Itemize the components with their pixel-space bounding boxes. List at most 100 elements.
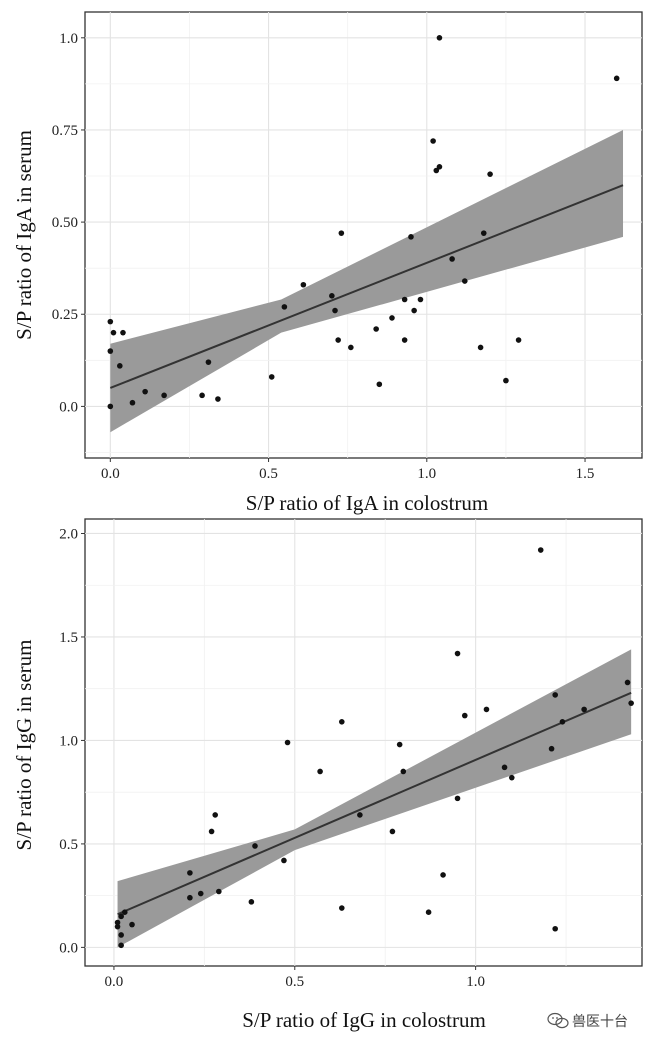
igg-data-point [508, 774, 515, 781]
igg-data-point [121, 909, 128, 915]
iga-data-point [503, 377, 509, 384]
igg-data-point [114, 923, 121, 930]
igg-data-point [440, 872, 446, 878]
iga-data-point [338, 230, 345, 236]
iga-data-point [142, 388, 148, 395]
igg-data-point [118, 913, 124, 920]
iga-data-point [461, 278, 468, 284]
iga-data-point [408, 234, 414, 240]
watermark-text: 兽医十台 [572, 1014, 628, 1030]
igg-data-point [357, 812, 363, 818]
igg-y-axis-title: S/P ratio of IgG in serum [12, 640, 36, 851]
iga-y-tick-label: 0.50 [52, 215, 78, 231]
iga-data-point [120, 329, 126, 336]
igg-data-point [537, 547, 544, 553]
igg-points [114, 547, 634, 949]
iga-data-point [332, 307, 338, 314]
igg-data-point [400, 768, 407, 775]
igg-data-point [559, 719, 566, 725]
watermark: 兽医十台 [547, 1012, 628, 1030]
igg-data-point [624, 679, 631, 686]
iga-x-tick-label: 0.0 [101, 466, 120, 482]
iga-data-point [300, 281, 307, 288]
iga-y-axis-title: S/P ratio of IgA in serum [12, 130, 36, 340]
igg-data-point [454, 650, 461, 657]
igg-y-tick-label: 2.0 [59, 526, 78, 542]
igg-x-tick-label: 0.5 [285, 974, 304, 990]
igg-data-point [208, 828, 215, 835]
iga-data-point [436, 164, 443, 170]
igg-data-point [396, 741, 403, 748]
iga-data-point [430, 138, 436, 144]
igg-data-point [628, 700, 634, 706]
iga-y-tick-label: 0.75 [52, 123, 78, 139]
iga-data-point [161, 392, 167, 399]
igg-data-point [284, 739, 291, 746]
igg-data-point [389, 828, 396, 835]
iga-data-point [329, 293, 335, 299]
igg-data-point [552, 925, 558, 932]
igg-regression-line [117, 691, 632, 916]
iga-data-point [281, 304, 288, 310]
iga-chart: 0.0 0.5 1.0 1.5 0.0 0.25 0.50 0.75 1.0 S/P ratio… [12, 11, 643, 515]
igg-data-point [483, 706, 490, 713]
igg-x-tick-label: 0.0 [105, 974, 124, 990]
igg-data-point [118, 932, 124, 938]
igg-data-point [187, 894, 193, 901]
iga-x-axis-title: S/P ratio of IgA in colostrum [246, 491, 488, 515]
iga-data-point [215, 396, 221, 402]
iga-data-point [129, 399, 136, 406]
igg-data-point [118, 942, 124, 949]
iga-y-tick-label: 1.0 [59, 31, 78, 47]
iga-confidence-band [110, 129, 624, 433]
iga-points [107, 35, 620, 410]
igg-data-point [248, 899, 255, 905]
iga-data-point [376, 381, 383, 388]
igg-data-point [548, 745, 555, 752]
iga-data-point [417, 296, 424, 303]
iga-data-point [107, 348, 114, 354]
iga-data-point [389, 315, 395, 321]
iga-data-point [205, 359, 212, 365]
igg-data-point [216, 888, 222, 895]
igg-y-tick-label: 1.5 [59, 630, 78, 646]
iga-data-point [117, 363, 123, 369]
iga-data-point [199, 392, 205, 399]
iga-x-tick-label: 1.5 [576, 466, 595, 482]
iga-x-tick-label: 0.5 [259, 466, 278, 482]
igg-data-point [197, 890, 204, 897]
iga-data-point [335, 337, 341, 343]
iga-data-point [268, 374, 275, 380]
igg-y-tick-label: 0.5 [59, 837, 78, 853]
iga-data-point [373, 326, 379, 332]
iga-data-point [411, 307, 417, 314]
igg-data-point [454, 795, 461, 802]
igg-data-point [281, 857, 287, 864]
iga-data-point [477, 344, 484, 351]
iga-data-point [107, 403, 114, 410]
iga-y-tick-label: 0.0 [59, 399, 78, 415]
igg-x-axis-title: S/P ratio of IgG in colostrum [242, 1008, 486, 1032]
iga-data-point [613, 75, 620, 82]
igg-data-point [317, 768, 323, 775]
igg-x-tick-label: 1.0 [466, 974, 485, 990]
igg-data-point [338, 719, 345, 725]
iga-data-point [515, 337, 522, 343]
iga-data-point [401, 337, 408, 343]
iga-data-point [401, 296, 408, 303]
igg-data-point [212, 812, 219, 818]
iga-data-point [449, 256, 455, 262]
igg-data-point [461, 712, 468, 719]
igg-data-point [552, 692, 558, 698]
igg-data-point [501, 764, 508, 771]
iga-regression-line [109, 184, 624, 389]
igg-y-tick-label: 1.0 [59, 733, 78, 749]
igg-data-point [425, 909, 432, 915]
igg-data-point [129, 921, 135, 928]
iga-data-point [107, 318, 114, 325]
igg-data-point [338, 905, 345, 911]
iga-data-point [110, 329, 117, 336]
iga-x-tick-label: 1.0 [417, 466, 436, 482]
iga-data-point [348, 344, 354, 351]
